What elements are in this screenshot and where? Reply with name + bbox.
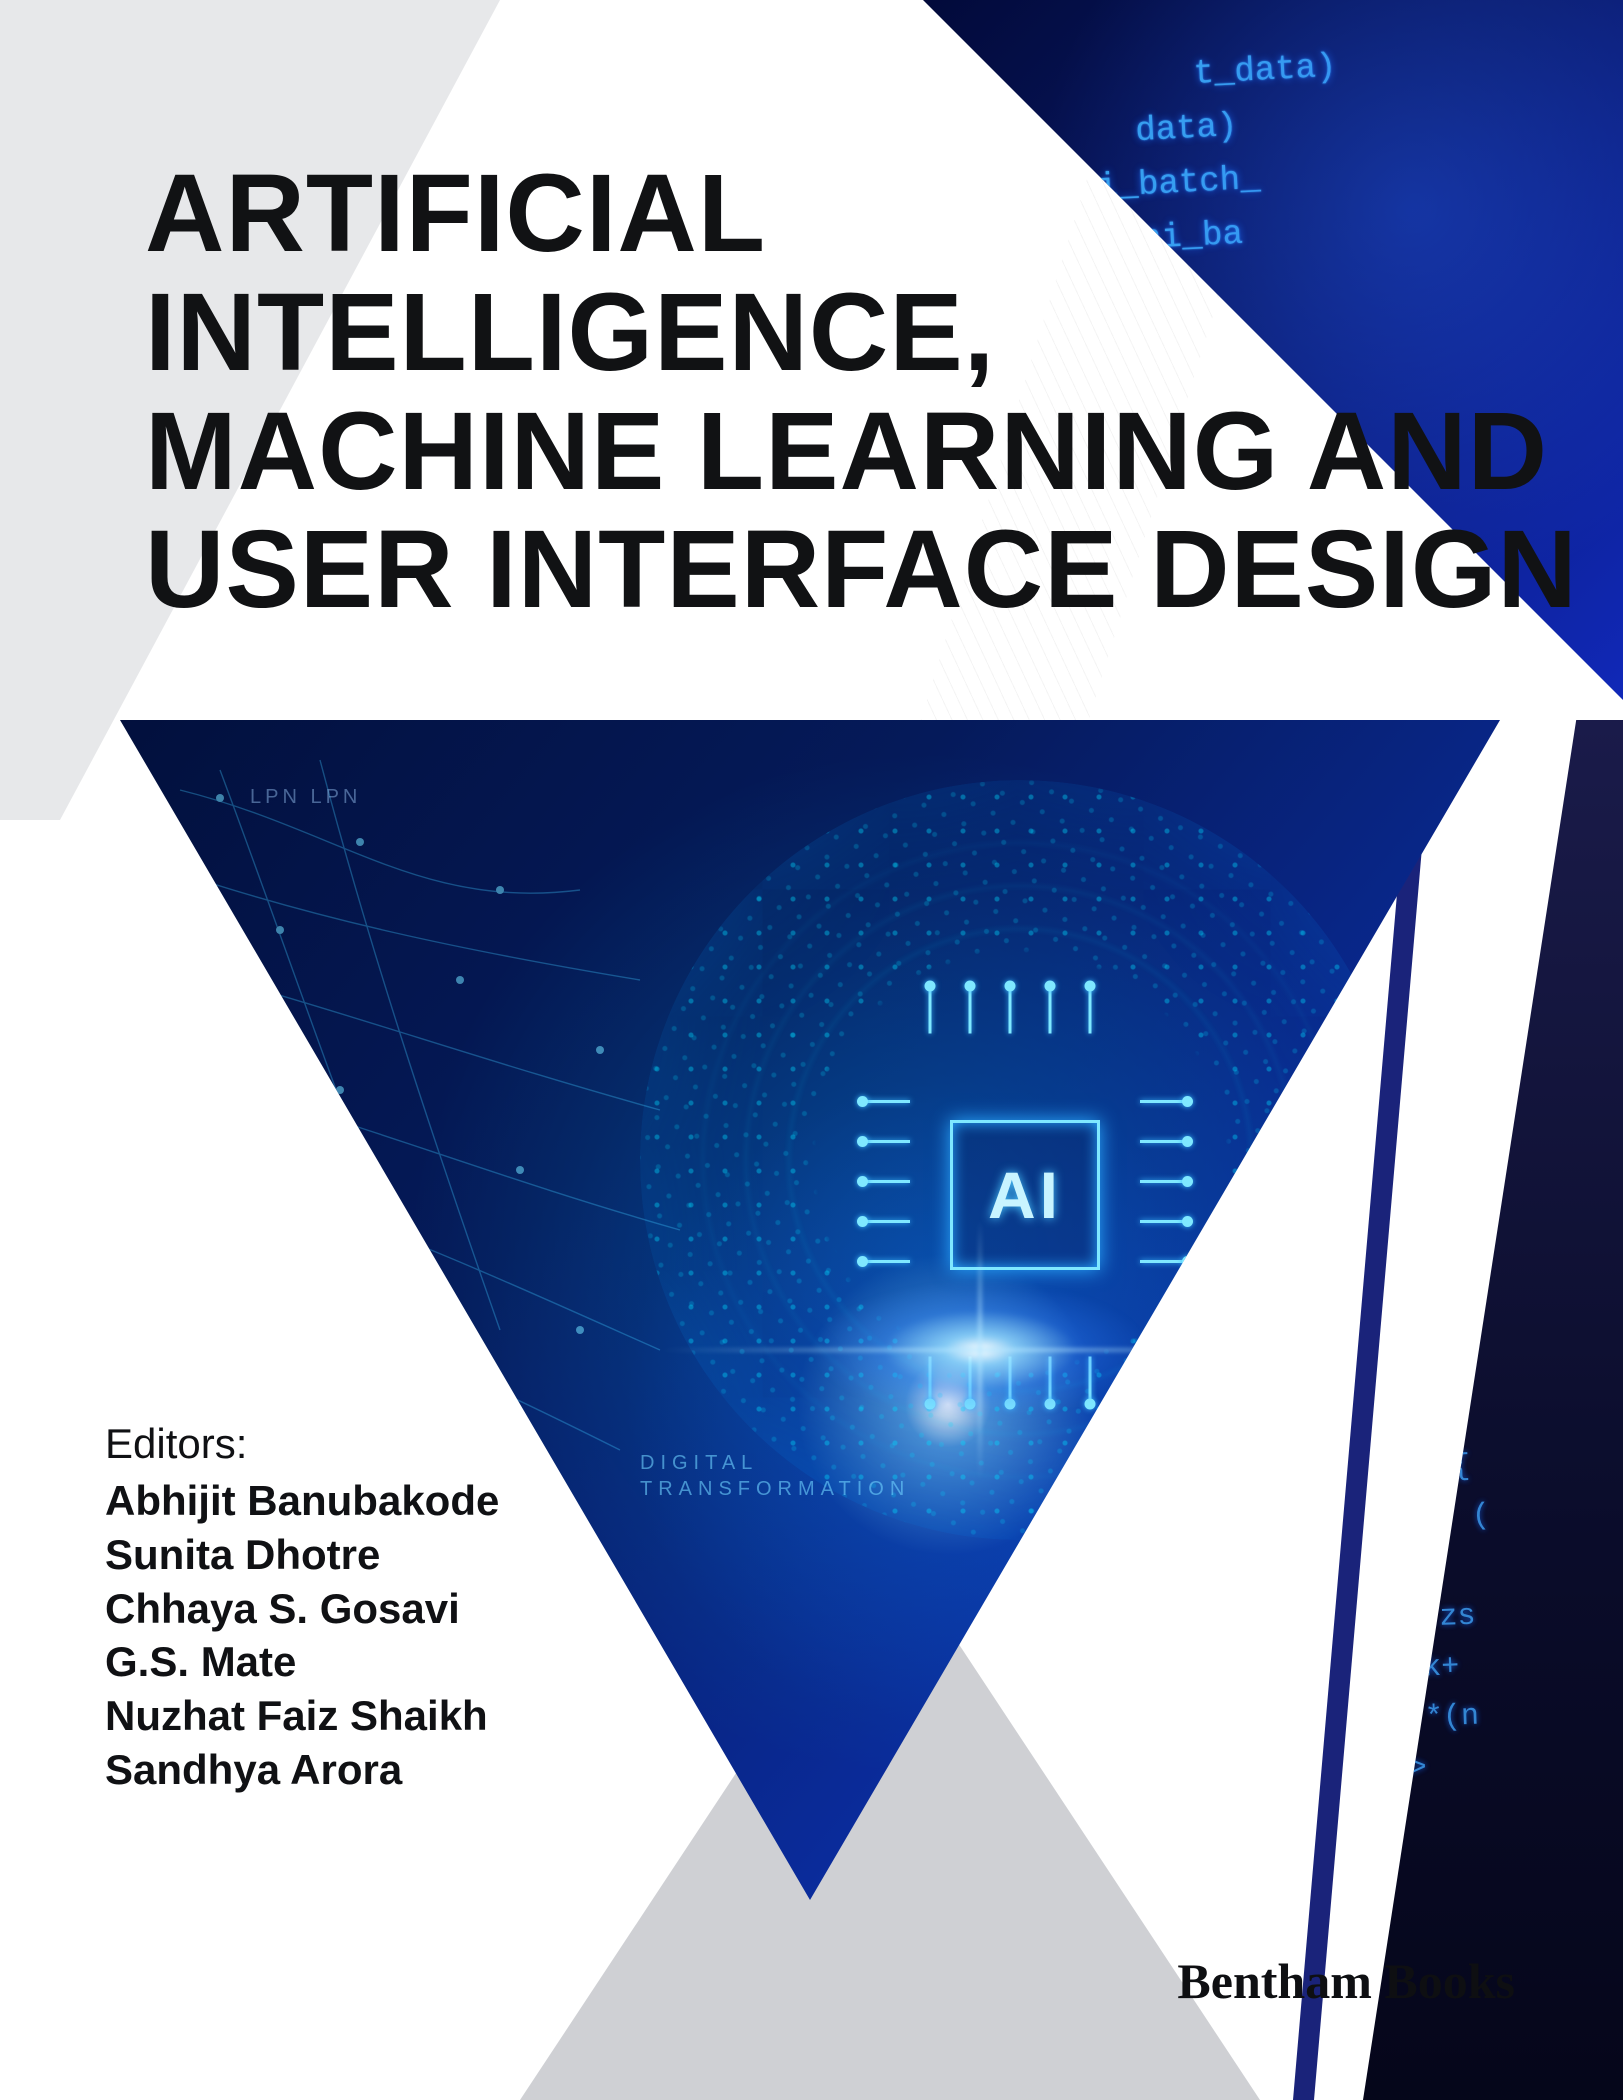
digital-transformation-label: DIGITAL TRANSFORMATION [640, 1450, 910, 1502]
title-line-1: Artificial Intelligence, [145, 155, 1623, 393]
editor-name-5: Nuzhat Faiz Shaikh [105, 1689, 499, 1743]
editor-name-1: Abhijit Banubakode [105, 1474, 499, 1528]
network-lines [160, 750, 720, 1510]
editor-name-4: G.S. Mate [105, 1635, 499, 1689]
ai-chip-icon: AI [910, 1080, 1140, 1310]
editor-name-6: Sandhya Arora [105, 1743, 499, 1797]
book-cover-page: t_data) data) ini_batch_ mini_ba tches: … [0, 0, 1623, 2100]
code-snippet-bottom: w _bat p( . _bat ip(* A (n 0{ nd ( .zs s… [1376, 836, 1623, 1794]
lpn-label: LPN LPN [250, 786, 361, 809]
title-line-2: Machine Learning and [145, 393, 1623, 512]
editors-block: Editors: Abhijit Banubakode Sunita Dhotr… [105, 1420, 499, 1797]
lens-flare [810, 1280, 1150, 1420]
editor-name-2: Sunita Dhotre [105, 1528, 499, 1582]
title-line-3: User Interface Design [145, 511, 1623, 630]
editors-label: Editors: [105, 1420, 499, 1468]
book-title: Artificial Intelligence, Machine Learnin… [145, 155, 1623, 630]
editor-name-3: Chhaya S. Gosavi [105, 1582, 499, 1636]
publisher-name: Bentham Books [1177, 1952, 1515, 2010]
